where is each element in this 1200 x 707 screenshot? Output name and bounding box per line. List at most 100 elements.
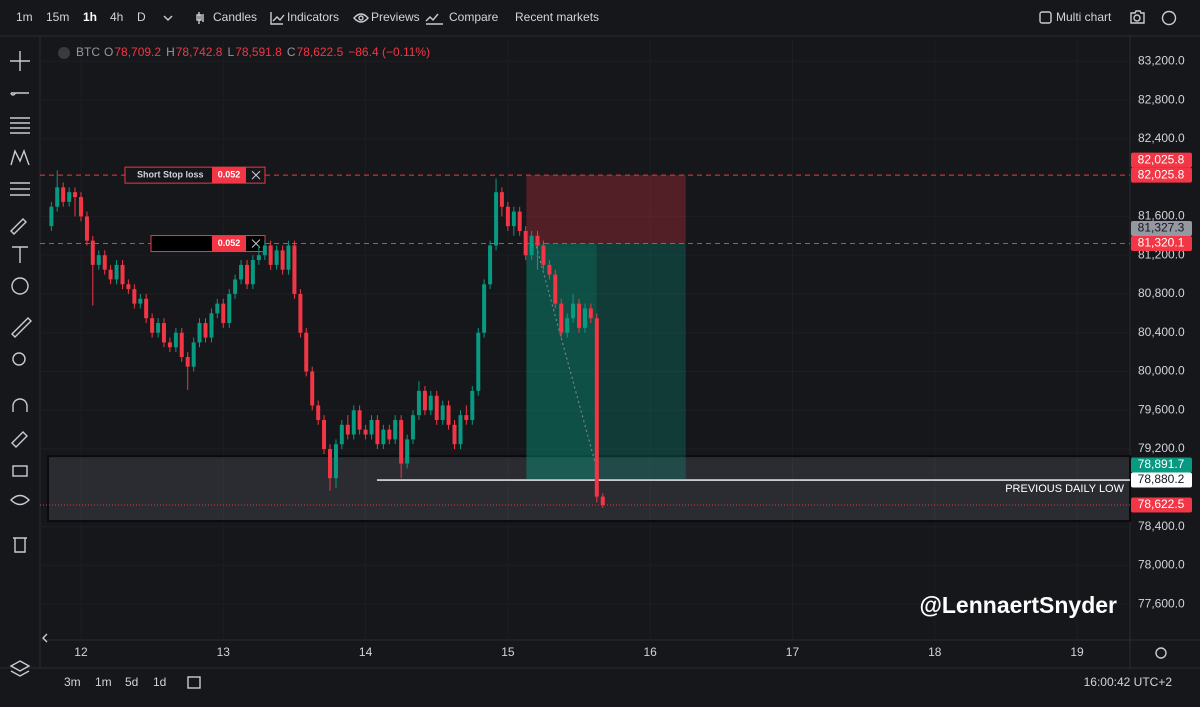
y-tick-label: 79,200.0 <box>1138 441 1185 455</box>
candle-body <box>588 308 593 319</box>
interval[interactable]: 1h <box>83 10 97 24</box>
candle-body <box>410 415 415 440</box>
candle-body <box>227 293 232 324</box>
symbol: BTC <box>76 45 100 59</box>
fib-tool[interactable] <box>10 117 30 134</box>
candle-body <box>583 308 587 328</box>
range-button[interactable]: 1m <box>95 675 112 689</box>
candle-body <box>399 419 404 464</box>
candle-body <box>529 235 534 256</box>
candle-body <box>138 298 143 304</box>
interval[interactable]: 15m <box>46 10 69 24</box>
emoji-tool[interactable] <box>11 277 29 295</box>
toolbar-item[interactable]: Previews <box>371 10 420 24</box>
x-tick-label: 12 <box>74 645 88 659</box>
compare-icon <box>425 13 443 25</box>
ohlc-label: O <box>104 45 113 59</box>
interval[interactable]: 1m <box>16 10 33 24</box>
candle-body <box>274 250 279 265</box>
price-tag <box>1131 457 1192 473</box>
candle-body <box>333 444 338 479</box>
candle-body <box>577 303 582 328</box>
candle-body <box>84 216 89 241</box>
zoom-tool[interactable] <box>12 352 26 366</box>
candle-body <box>517 211 522 231</box>
candle-body <box>156 323 161 333</box>
position-risk <box>526 175 686 244</box>
interval[interactable]: D <box>137 10 146 24</box>
symbol-icon <box>58 47 70 59</box>
forecast-tool[interactable] <box>10 182 30 196</box>
price-tag-label: 82,025.8 <box>1138 167 1185 181</box>
multi-chart-label[interactable]: Multi chart <box>1056 10 1112 24</box>
candle-body <box>55 187 60 207</box>
price-tag <box>1131 152 1192 168</box>
y-tick-label: 81,600.0 <box>1138 209 1185 223</box>
line-tool[interactable] <box>10 92 29 96</box>
interval[interactable]: 4h <box>110 10 123 24</box>
toolbar-item[interactable]: Recent markets <box>515 10 599 24</box>
settings-icon[interactable] <box>1155 647 1167 659</box>
candle-body <box>422 390 427 411</box>
price-tag-label: 78,880.2 <box>1138 472 1185 486</box>
candle-body <box>209 313 214 338</box>
candle-body <box>150 318 155 333</box>
order-quantity: 0.052 <box>218 238 241 248</box>
y-tick-label: 82,400.0 <box>1138 131 1185 145</box>
order-qty-bg <box>212 167 246 184</box>
toolbar-item[interactable]: Compare <box>449 10 499 24</box>
candle-body <box>458 415 463 445</box>
candle-body <box>102 255 107 270</box>
level-label: PREVIOUS DAILY LOW <box>1005 483 1124 495</box>
hide-tool[interactable] <box>10 494 30 506</box>
candle-body <box>499 192 504 207</box>
candle-body <box>541 245 546 265</box>
candle-body <box>565 318 570 333</box>
candle-body <box>173 332 178 348</box>
goto-date[interactable] <box>187 676 201 689</box>
interval-dropdown[interactable] <box>163 15 173 21</box>
x-tick-label: 19 <box>1070 645 1084 659</box>
pattern-tool[interactable] <box>10 149 30 166</box>
magnet-tool[interactable] <box>12 398 28 412</box>
crosshair-tool[interactable] <box>10 51 30 71</box>
candle-body <box>262 245 267 256</box>
candle-body <box>268 245 273 265</box>
brush-tool[interactable] <box>10 218 27 235</box>
candle-body <box>547 264 552 275</box>
candle-body <box>452 424 457 445</box>
candle-body <box>310 371 315 406</box>
y-tick-label: 80,400.0 <box>1138 325 1185 339</box>
candle-body <box>120 264 125 285</box>
screenshot-icon[interactable] <box>1130 10 1145 24</box>
lock-tool[interactable] <box>12 465 28 477</box>
candle-body <box>345 424 350 435</box>
draw-mode-tool[interactable] <box>11 431 28 448</box>
x-tick-label: 15 <box>501 645 515 659</box>
price-tag-label: 78,622.5 <box>1138 497 1185 511</box>
text-tool[interactable] <box>12 246 28 263</box>
ohlc-value: 78,622.5 <box>297 45 344 59</box>
order-label: Short Stop loss <box>137 170 204 180</box>
toolbar-item[interactable]: Indicators <box>287 10 339 24</box>
position-progress <box>526 243 597 479</box>
range-button[interactable]: 1d <box>153 675 166 689</box>
ruler-tool[interactable] <box>11 317 32 338</box>
help-icon[interactable] <box>1161 10 1177 26</box>
candle-body <box>523 230 528 256</box>
multi-chart-checkbox[interactable] <box>1039 11 1052 24</box>
candle-body <box>446 405 451 425</box>
scroll-left[interactable] <box>42 633 48 643</box>
layers-icon[interactable] <box>9 660 31 677</box>
candle-body <box>328 449 333 479</box>
delete-tool[interactable] <box>13 537 27 553</box>
toolbar-item[interactable]: Candles <box>213 10 257 24</box>
candle-body <box>185 356 190 367</box>
range-button[interactable]: 5d <box>125 675 138 689</box>
range-button[interactable]: 3m <box>64 675 81 689</box>
candle-body <box>393 419 398 440</box>
order-close[interactable] <box>251 170 261 180</box>
candle-body <box>67 192 72 202</box>
candle-body <box>250 260 255 285</box>
